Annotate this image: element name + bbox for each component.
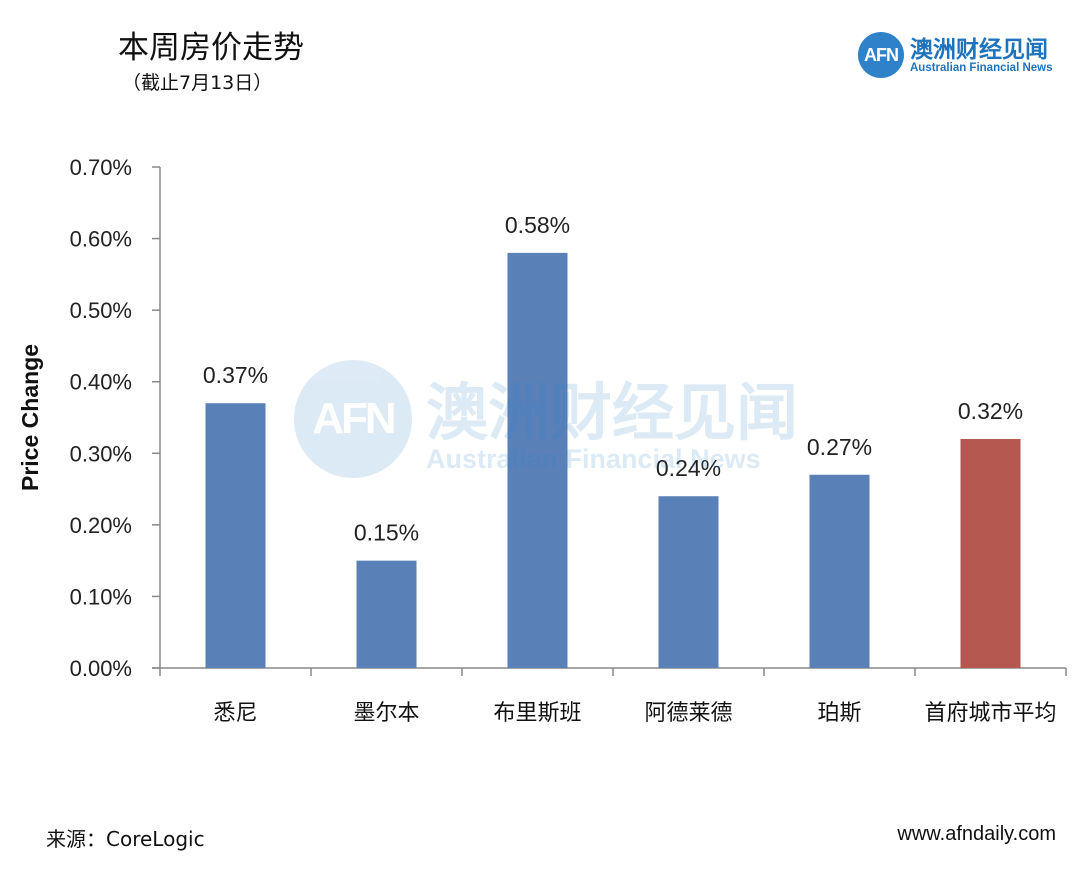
bar bbox=[658, 496, 719, 668]
y-tick-label: 0.50% bbox=[70, 298, 132, 323]
data-label: 0.24% bbox=[656, 455, 721, 481]
data-label: 0.32% bbox=[958, 398, 1023, 424]
afn-logo-name-cn: 澳洲财经见闻 bbox=[910, 37, 1048, 63]
afn-logo-mark: AFN bbox=[858, 32, 904, 78]
category-label: 阿德莱德 bbox=[644, 701, 732, 726]
y-tick-label: 0.00% bbox=[70, 656, 132, 681]
data-label: 0.15% bbox=[354, 520, 419, 546]
y-tick-label: 0.10% bbox=[70, 584, 132, 609]
category-label: 布里斯班 bbox=[493, 701, 581, 726]
chart-subtitle: （截止7月13日） bbox=[122, 72, 273, 94]
website-url: www.afndaily.com bbox=[897, 823, 1056, 845]
y-tick-label: 0.30% bbox=[70, 441, 132, 466]
category-label: 珀斯 bbox=[817, 701, 861, 726]
y-tick-label: 0.20% bbox=[70, 513, 132, 538]
bar bbox=[507, 252, 568, 668]
data-label: 0.37% bbox=[203, 362, 268, 388]
bar bbox=[356, 560, 417, 668]
y-axis-title: Price Change bbox=[17, 344, 43, 491]
y-tick-label: 0.40% bbox=[70, 370, 132, 395]
bar bbox=[960, 438, 1021, 668]
category-label: 悉尼 bbox=[213, 701, 257, 726]
afn-logo: AFN 澳洲财经见闻 Australian Financial News bbox=[858, 30, 1068, 82]
data-label: 0.27% bbox=[807, 434, 872, 460]
category-label: 首府城市平均 bbox=[924, 701, 1056, 726]
source-note: 来源：CoreLogic bbox=[46, 827, 205, 851]
chart-title: 本周房价走势 bbox=[118, 30, 304, 66]
bar bbox=[205, 403, 266, 668]
bar bbox=[809, 474, 870, 668]
data-label: 0.58% bbox=[505, 212, 570, 238]
afn-logo-name-en: Australian Financial News bbox=[910, 62, 1053, 74]
y-tick-label: 0.70% bbox=[70, 155, 132, 180]
category-label: 墨尔本 bbox=[353, 701, 419, 726]
y-tick-label: 0.60% bbox=[70, 227, 132, 252]
